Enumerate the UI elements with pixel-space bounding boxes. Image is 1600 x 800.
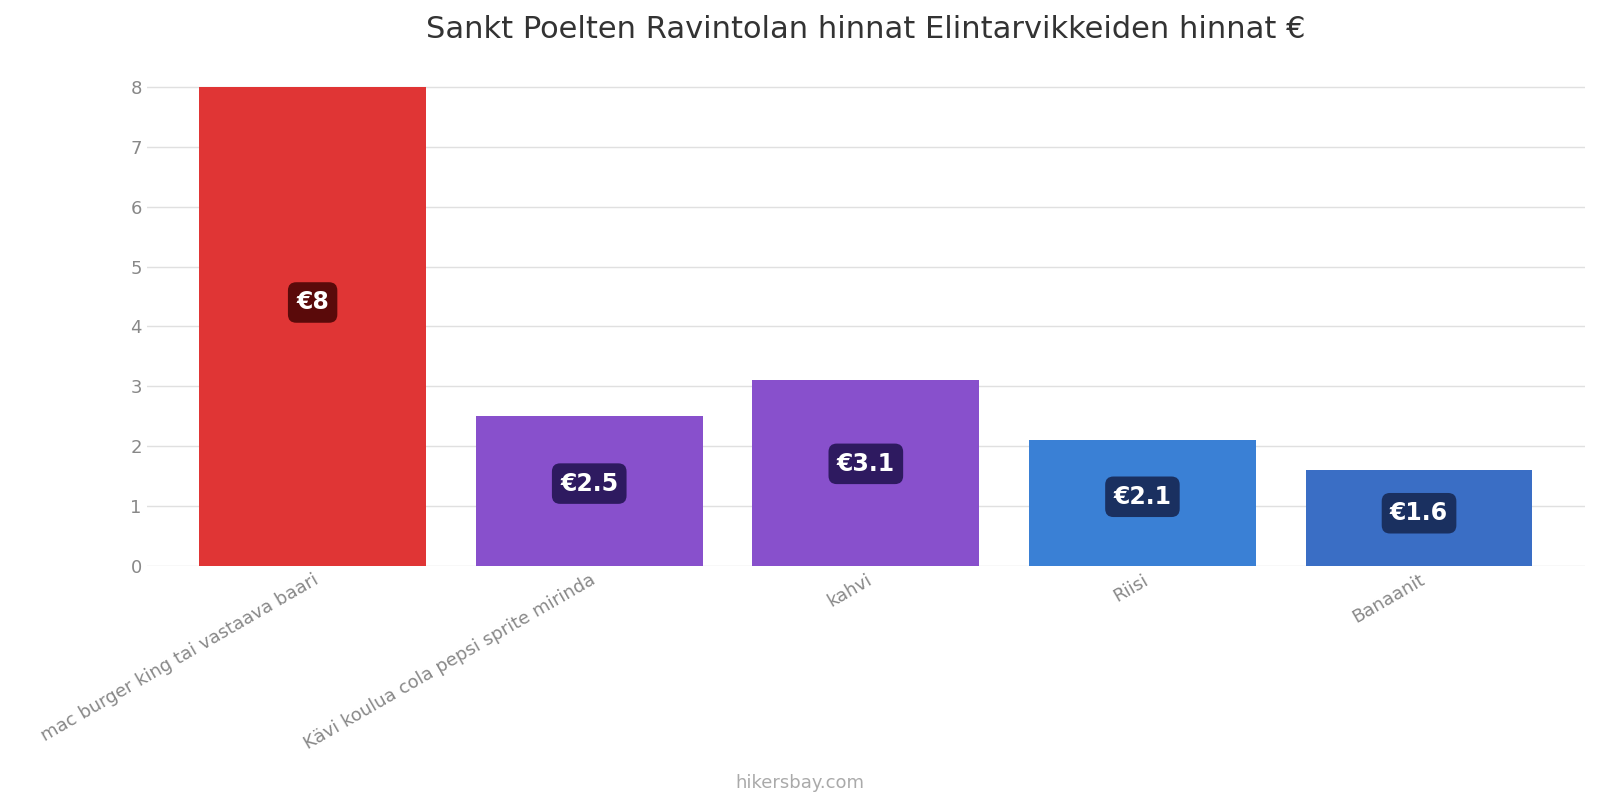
Bar xyxy=(1306,470,1533,566)
Bar xyxy=(1029,440,1256,566)
Bar xyxy=(752,380,979,566)
Bar xyxy=(200,87,426,566)
Text: €3.1: €3.1 xyxy=(837,452,894,476)
Bar xyxy=(475,416,702,566)
Text: €8: €8 xyxy=(296,290,330,314)
Text: €2.1: €2.1 xyxy=(1114,485,1171,509)
Text: €2.5: €2.5 xyxy=(560,472,618,496)
Title: Sankt Poelten Ravintolan hinnat Elintarvikkeiden hinnat €: Sankt Poelten Ravintolan hinnat Elintarv… xyxy=(426,15,1306,44)
Text: hikersbay.com: hikersbay.com xyxy=(736,774,864,792)
Text: €1.6: €1.6 xyxy=(1390,502,1448,526)
